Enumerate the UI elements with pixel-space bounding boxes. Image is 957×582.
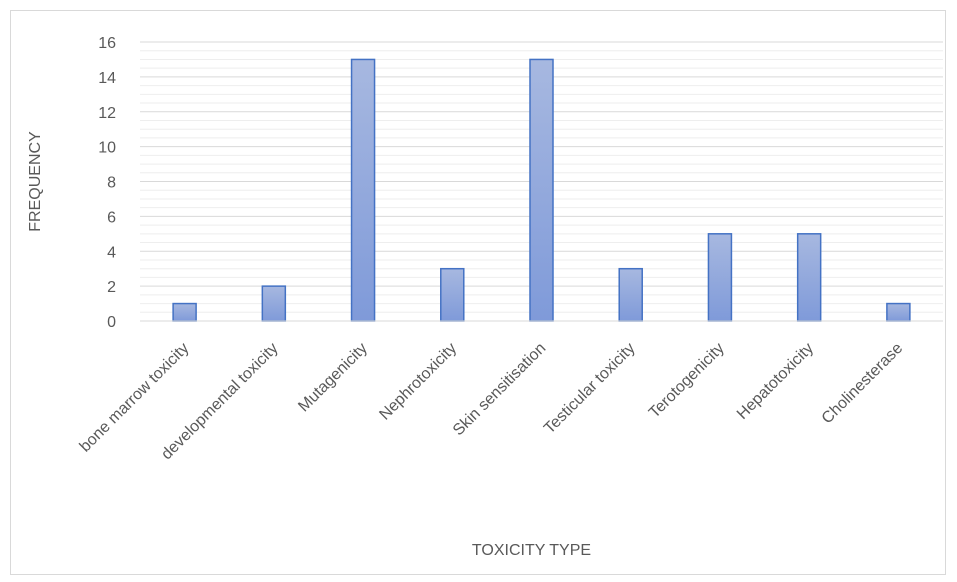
y-tick-label: 6 <box>107 209 116 226</box>
y-tick-label: 0 <box>107 314 116 331</box>
y-tick-label: 2 <box>107 279 116 296</box>
y-tick-label: 16 <box>98 35 116 52</box>
x-tick-label: Terotogenicity <box>646 340 728 422</box>
bar <box>618 267 643 322</box>
x-tick-label: Skin sensitisation <box>450 340 549 439</box>
bar <box>796 233 822 322</box>
y-tick-label: 4 <box>107 244 116 261</box>
x-tick-label: Mutagenicity <box>295 340 371 416</box>
bar <box>350 58 376 322</box>
bar <box>886 302 911 322</box>
bar <box>440 267 465 322</box>
bar <box>261 285 287 322</box>
bar <box>707 233 733 322</box>
y-tick-label: 8 <box>107 175 116 192</box>
x-tick-label: Nephrotoxicity <box>376 340 460 424</box>
y-tick-label: 14 <box>98 70 116 87</box>
x-tick-label: Hepatotoxicity <box>734 340 817 423</box>
bar <box>172 302 197 322</box>
y-axis-title: FREQUENCY <box>27 131 44 232</box>
x-tick-label: Testicular toxicity <box>541 340 639 438</box>
bar <box>529 58 554 322</box>
x-axis-title: TOXICITY TYPE <box>472 542 591 559</box>
chart-frame <box>10 10 946 575</box>
y-tick-label: 12 <box>98 105 116 122</box>
y-axis-ticks: 0 2 4 6 8 10 12 14 16 <box>98 35 116 331</box>
x-tick-label: Cholinesterase <box>819 340 907 428</box>
y-tick-label: 10 <box>98 140 116 157</box>
